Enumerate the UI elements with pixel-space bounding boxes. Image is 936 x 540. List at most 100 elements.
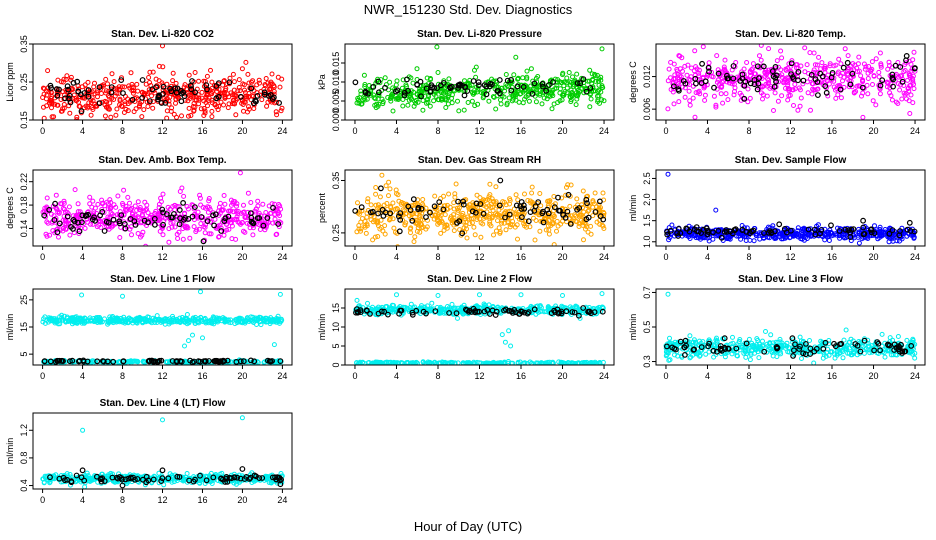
- data-point: [718, 91, 724, 97]
- data-point: [409, 217, 416, 224]
- data-point: [159, 90, 166, 97]
- data-point: [885, 66, 891, 72]
- data-point: [214, 89, 220, 94]
- chart-panel: Stan. Dev. Amb. Box Temp.0 4 8 12 16 20 240.14…: [5, 155, 293, 262]
- data-point: [599, 222, 605, 228]
- data-point: [216, 103, 222, 109]
- y-axis-label: percent: [317, 192, 327, 223]
- data-point: [129, 96, 136, 103]
- data-point: [739, 226, 746, 233]
- data-point: [836, 56, 842, 62]
- outlier-point: [499, 332, 505, 338]
- data-point: [396, 213, 402, 220]
- data-point: [573, 218, 579, 224]
- x-tick-label: 16: [827, 126, 837, 136]
- data-point: [156, 63, 162, 69]
- data-point: [180, 199, 187, 206]
- data-point: [264, 103, 270, 109]
- data-point: [870, 82, 875, 87]
- x-axis-label: Hour of Day (UTC): [414, 519, 522, 534]
- data-point: [404, 76, 410, 83]
- data-point: [163, 90, 169, 96]
- data-point: [498, 101, 504, 107]
- data-point: [808, 71, 815, 78]
- data-point: [277, 84, 283, 90]
- data-point: [690, 95, 696, 101]
- data-point: [441, 193, 446, 199]
- data-point: [146, 87, 152, 93]
- x-tick-label: 16: [827, 252, 837, 262]
- data-point: [876, 74, 882, 80]
- data-point: [567, 79, 573, 85]
- data-point: [66, 92, 73, 99]
- data-point: [276, 99, 283, 106]
- data-point: [739, 93, 745, 98]
- data-point: [231, 359, 237, 365]
- data-point: [64, 213, 71, 220]
- data-point: [695, 89, 701, 95]
- data-point: [871, 230, 878, 237]
- data-point: [869, 66, 875, 72]
- data-point: [675, 233, 681, 239]
- data-point: [66, 220, 71, 226]
- data-point: [240, 210, 246, 215]
- y-tick-label: 5: [19, 352, 29, 357]
- data-point: [893, 233, 899, 239]
- data-point: [245, 215, 251, 221]
- data-point: [431, 84, 438, 91]
- data-point: [84, 318, 90, 324]
- outlier-point: [277, 291, 283, 297]
- data-point: [191, 224, 197, 230]
- data-point: [773, 235, 779, 241]
- data-point: [58, 358, 65, 364]
- data-point: [905, 86, 911, 92]
- data-point: [78, 108, 85, 115]
- y-axis-label: ml/min: [5, 314, 15, 341]
- data-point: [419, 222, 425, 228]
- data-point: [574, 90, 580, 96]
- data-point: [61, 313, 67, 319]
- data-point: [391, 225, 397, 231]
- data-point: [858, 73, 864, 79]
- data-point: [763, 72, 769, 78]
- data-point: [785, 65, 790, 71]
- data-point: [522, 191, 527, 197]
- data-point: [365, 199, 370, 205]
- data-point: [131, 109, 137, 115]
- data-point: [759, 230, 764, 236]
- data-point: [364, 223, 370, 229]
- data-point: [62, 95, 68, 102]
- data-point: [719, 84, 724, 90]
- data-point: [54, 92, 61, 99]
- data-point: [386, 179, 392, 185]
- data-point: [808, 107, 813, 113]
- x-tick-label: 0: [40, 252, 45, 262]
- data-point: [897, 238, 902, 244]
- data-point: [122, 99, 128, 104]
- data-point: [131, 218, 138, 225]
- data-point: [574, 80, 581, 86]
- data-point: [766, 80, 772, 86]
- data-point: [859, 93, 864, 99]
- data-point: [844, 71, 850, 77]
- data-point: [751, 238, 757, 244]
- data-point: [181, 84, 187, 90]
- data-point: [148, 318, 154, 324]
- data-point: [209, 114, 215, 120]
- data-point: [587, 104, 593, 110]
- data-point: [865, 91, 871, 97]
- data-point: [275, 221, 282, 227]
- data-point: [877, 86, 883, 92]
- data-point: [885, 229, 891, 235]
- data-point: [60, 106, 66, 112]
- data-point: [56, 220, 63, 227]
- data-point: [167, 316, 173, 322]
- outlier-point: [378, 185, 384, 192]
- data-point: [226, 208, 231, 214]
- x-tick-label: 12: [157, 252, 167, 262]
- data-point: [554, 82, 560, 88]
- data-point: [121, 211, 127, 217]
- data-point: [79, 84, 85, 90]
- data-point: [390, 92, 396, 98]
